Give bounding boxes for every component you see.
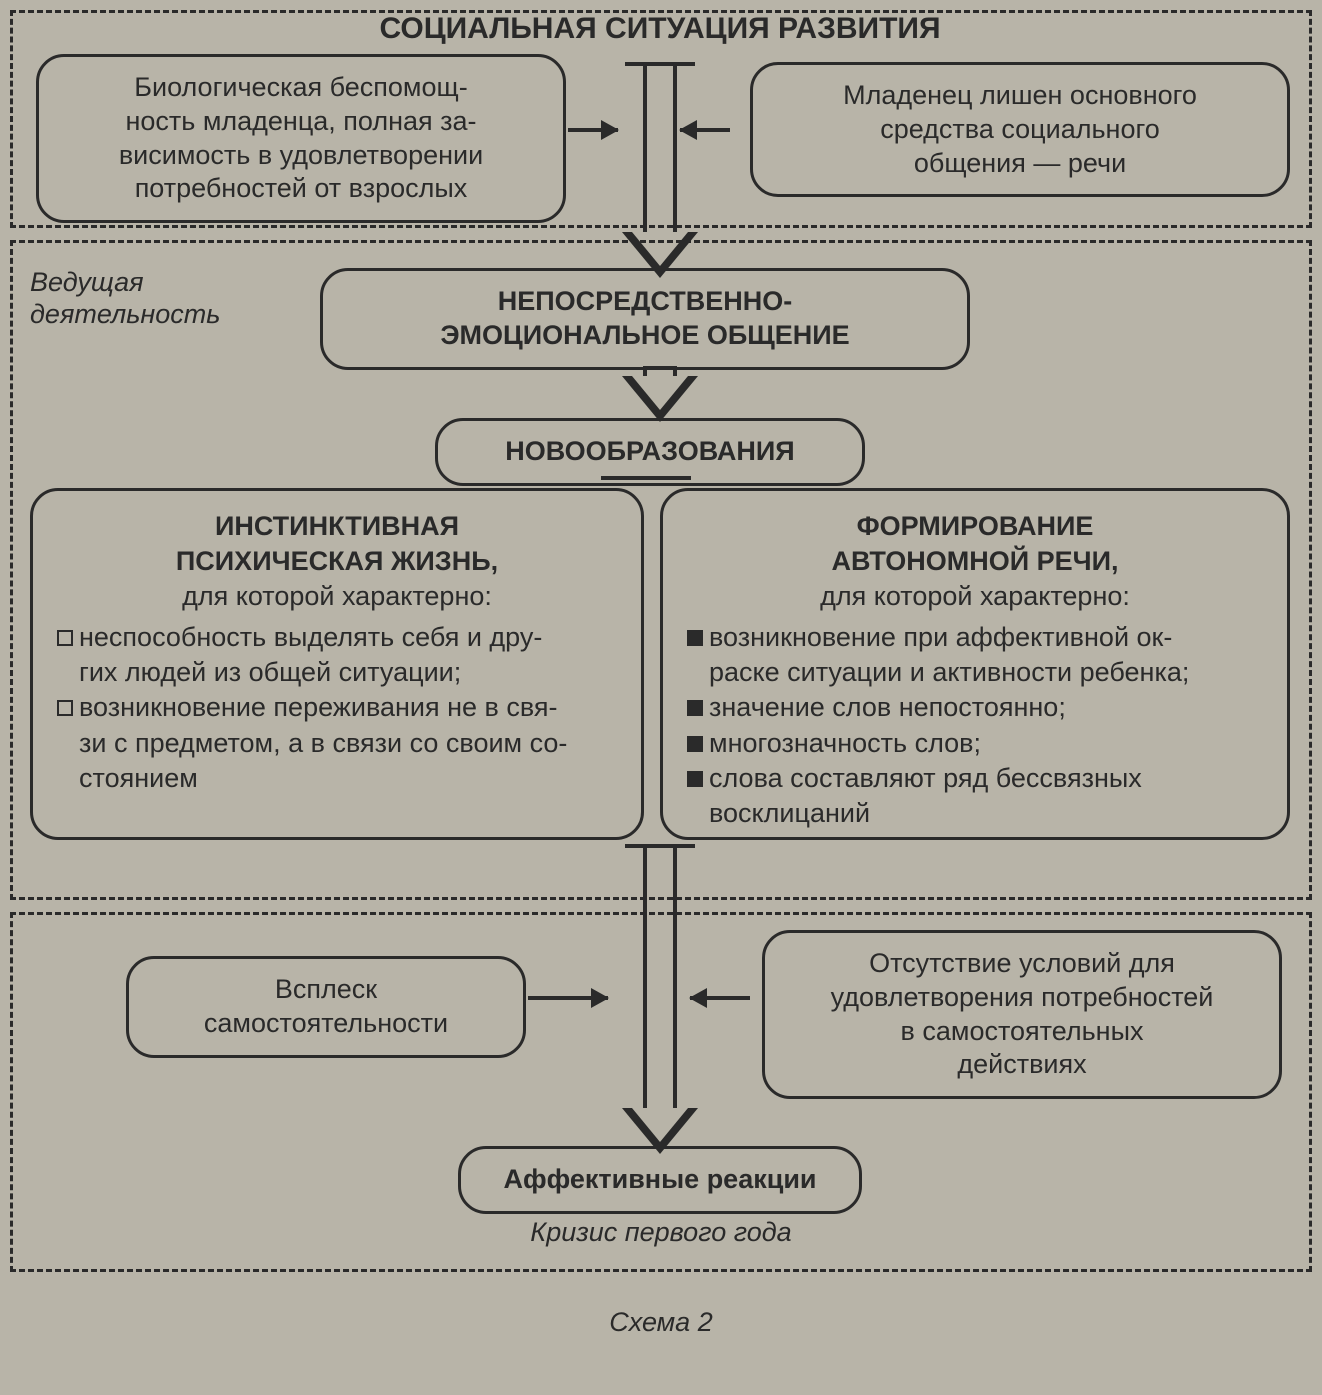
box-bio-text: Биологическая беспомощ- ность младенца, … (119, 72, 483, 203)
autonom-bullet: слова составляют ряд бессвязных восклица… (687, 761, 1263, 831)
instinct-sub: для которой характерно: (57, 579, 617, 614)
autonom-bullet-text: возникновение при аффективной ок- раске … (709, 622, 1189, 687)
big-arrow-2 (622, 366, 698, 422)
box-novo-text: НОВООБРАЗОВАНИЯ (505, 436, 794, 466)
autonom-bullet: многозначность слов; (687, 726, 1263, 761)
instinct-bullet: возникновение переживания не в свя- зи с… (57, 690, 617, 795)
autonom-bullet-text: значение слов непостоянно; (709, 692, 1066, 722)
caption: Схема 2 (10, 1306, 1312, 1338)
autonom-bullet-text: многозначность слов; (709, 728, 981, 758)
box-splash-text: Всплеск самостоятельности (204, 974, 448, 1038)
box-direct-comm: НЕПОСРЕДСТВЕННО- ЭМОЦИОНАЛЬНОЕ ОБЩЕНИЕ (320, 268, 970, 370)
autonom-bullet: значение слов непостоянно; (687, 690, 1263, 725)
arrow-bot-right (690, 996, 750, 1000)
autonom-bullet-text: слова составляют ряд бессвязных восклица… (709, 763, 1142, 828)
box-direct-comm-text: НЕПОСРЕДСТВЕННО- ЭМОЦИОНАЛЬНОЕ ОБЩЕНИЕ (440, 286, 849, 350)
autonom-bullets: возникновение при аффективной ок- раске … (687, 620, 1263, 831)
box-affect: Аффективные реакции (458, 1146, 862, 1214)
instinct-bullet: неспособность выделять себя и дру- гих л… (57, 620, 617, 690)
instinct-bullet-text: неспособность выделять себя и дру- гих л… (79, 622, 542, 687)
box-autonom: ФОРМИРОВАНИЕ АВТОНОМНОЙ РЕЧИ, для которо… (660, 488, 1290, 840)
instinct-title: ИНСТИНКТИВНАЯ ПСИХИЧЕСКАЯ ЖИЗНЬ, (57, 509, 617, 579)
box-speech-absent-text: Младенец лишен основного средства социал… (843, 80, 1197, 178)
box-splash: Всплеск самостоятельности (126, 956, 526, 1058)
box-instinct: ИНСТИНКТИВНАЯ ПСИХИЧЕСКАЯ ЖИЗНЬ, для кот… (30, 488, 644, 840)
box-absence-text: Отсутствие условий для удовлетворения по… (831, 948, 1214, 1079)
box-speech-absent: Младенец лишен основного средства социал… (750, 62, 1290, 197)
arrow-top-left (568, 128, 618, 132)
box-affect-text: Аффективные реакции (503, 1164, 816, 1194)
label-leading-activity: Ведущая деятельность (30, 266, 220, 331)
instinct-bullets: неспособность выделять себя и дру- гих л… (57, 620, 617, 795)
arrow-bot-left (528, 996, 608, 1000)
heading-top: СОЦИАЛЬНАЯ СИТУАЦИЯ РАЗВИТИЯ (310, 12, 1010, 46)
diagram-root: СОЦИАЛЬНАЯ СИТУАЦИЯ РАЗВИТИЯ Биологическ… (10, 10, 1312, 1385)
autonom-bullet: возникновение при аффективной ок- раске … (687, 620, 1263, 690)
big-arrow-3 (629, 476, 691, 480)
box-absence: Отсутствие условий для удовлетворения по… (762, 930, 1282, 1099)
autonom-sub: для которой характерно: (687, 579, 1263, 614)
instinct-bullet-text: возникновение переживания не в свя- зи с… (79, 692, 567, 792)
label-crisis: Кризис первого года (10, 1216, 1312, 1248)
autonom-title: ФОРМИРОВАНИЕ АВТОНОМНОЙ РЕЧИ, (687, 509, 1263, 579)
box-bio: Биологическая беспомощ- ность младенца, … (36, 54, 566, 223)
